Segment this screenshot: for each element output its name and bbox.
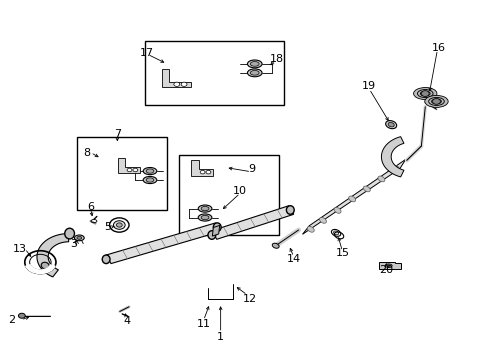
Circle shape <box>19 313 25 318</box>
Ellipse shape <box>41 262 49 269</box>
Text: 14: 14 <box>287 253 301 264</box>
Ellipse shape <box>425 95 448 107</box>
Text: 4: 4 <box>123 316 130 326</box>
Text: 5: 5 <box>104 222 111 232</box>
Ellipse shape <box>213 223 221 231</box>
Text: 2: 2 <box>8 315 16 325</box>
Text: 19: 19 <box>362 81 376 91</box>
Text: 10: 10 <box>233 186 247 196</box>
Text: 13: 13 <box>13 244 27 253</box>
Ellipse shape <box>65 228 74 239</box>
Ellipse shape <box>387 265 391 267</box>
Polygon shape <box>302 159 406 234</box>
Bar <box>77 137 167 210</box>
Ellipse shape <box>198 214 212 221</box>
Circle shape <box>127 168 132 172</box>
Polygon shape <box>106 223 220 264</box>
Text: 16: 16 <box>432 43 446 53</box>
Polygon shape <box>381 137 404 177</box>
Polygon shape <box>212 206 294 239</box>
Bar <box>179 155 279 235</box>
Circle shape <box>421 91 429 96</box>
Ellipse shape <box>102 255 110 264</box>
Ellipse shape <box>250 62 259 66</box>
Ellipse shape <box>349 196 356 202</box>
Ellipse shape <box>385 264 392 267</box>
Circle shape <box>200 170 205 174</box>
Circle shape <box>433 99 441 104</box>
Text: 7: 7 <box>114 129 121 139</box>
Ellipse shape <box>272 243 279 248</box>
Ellipse shape <box>287 206 294 214</box>
Polygon shape <box>118 158 140 173</box>
Polygon shape <box>212 225 220 236</box>
Polygon shape <box>192 160 213 176</box>
Ellipse shape <box>319 217 326 223</box>
Bar <box>145 41 284 105</box>
Ellipse shape <box>414 87 437 100</box>
Circle shape <box>174 82 180 86</box>
Text: 20: 20 <box>379 265 393 275</box>
Ellipse shape <box>386 121 397 129</box>
Ellipse shape <box>388 122 394 127</box>
Ellipse shape <box>392 165 399 171</box>
Ellipse shape <box>250 71 259 75</box>
Text: 11: 11 <box>196 319 211 329</box>
Circle shape <box>116 223 122 227</box>
Ellipse shape <box>247 60 262 68</box>
Ellipse shape <box>198 205 212 212</box>
Circle shape <box>133 168 138 172</box>
Ellipse shape <box>378 176 385 182</box>
Ellipse shape <box>201 215 209 220</box>
Ellipse shape <box>74 235 84 241</box>
Ellipse shape <box>334 207 341 213</box>
Circle shape <box>206 170 211 174</box>
Text: 1: 1 <box>217 332 224 342</box>
Text: 12: 12 <box>243 294 257 303</box>
Wedge shape <box>25 265 55 274</box>
Ellipse shape <box>77 237 82 239</box>
Ellipse shape <box>247 69 262 77</box>
Circle shape <box>181 82 187 86</box>
Ellipse shape <box>146 178 154 182</box>
Polygon shape <box>37 234 69 277</box>
Text: 15: 15 <box>336 248 349 258</box>
Text: 8: 8 <box>83 148 90 158</box>
Text: 6: 6 <box>87 202 94 212</box>
Ellipse shape <box>146 169 154 173</box>
Text: 9: 9 <box>249 164 256 174</box>
Ellipse shape <box>201 206 209 211</box>
Circle shape <box>114 221 125 229</box>
Text: 3: 3 <box>70 239 77 249</box>
Text: 18: 18 <box>270 54 284 64</box>
Polygon shape <box>162 69 192 87</box>
Polygon shape <box>379 262 401 269</box>
Ellipse shape <box>334 231 339 235</box>
Ellipse shape <box>307 226 314 232</box>
Ellipse shape <box>208 231 216 239</box>
Ellipse shape <box>143 176 157 184</box>
Ellipse shape <box>363 186 370 192</box>
Text: 17: 17 <box>140 48 154 58</box>
Ellipse shape <box>143 167 157 175</box>
